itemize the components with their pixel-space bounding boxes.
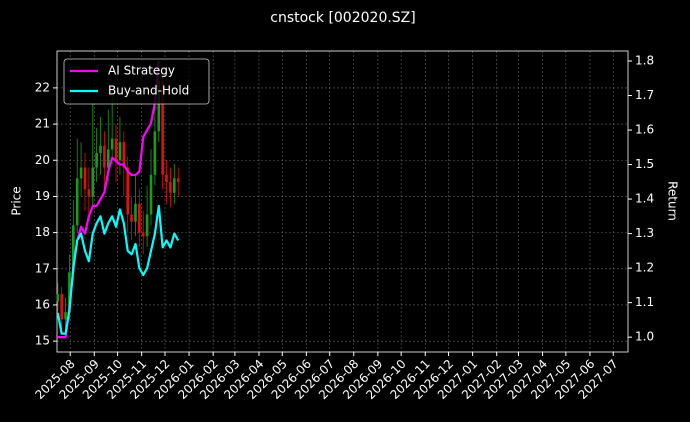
candle-body	[157, 80, 161, 132]
candle-body	[56, 294, 60, 302]
candle-body	[173, 178, 176, 193]
candle-body	[165, 174, 168, 182]
candle-body	[95, 153, 98, 168]
y2-tick-label: 1.4	[635, 192, 654, 206]
y2-axis-label: Return	[666, 181, 680, 221]
return-line	[56, 204, 180, 335]
candle-body	[106, 149, 110, 168]
candle-body	[176, 178, 180, 182]
candle-body	[60, 294, 63, 320]
candle-body	[103, 145, 106, 168]
y2-tick-label: 1.5	[635, 157, 654, 171]
candle-body	[134, 203, 137, 222]
candle-body	[87, 189, 91, 197]
candle-body	[68, 272, 71, 313]
plot-frame	[56, 50, 629, 353]
y-axis-label: Price	[10, 186, 24, 215]
candle-body	[169, 181, 172, 193]
candle-body	[91, 167, 95, 197]
y2-tick-label: 1.2	[635, 261, 654, 275]
candle-body	[110, 138, 114, 150]
candle-body	[114, 138, 118, 161]
y2-tick-label: 1.1	[635, 295, 654, 309]
y-tick-label: 17	[35, 261, 50, 275]
y2-tick-label: 1.6	[635, 123, 654, 137]
y2-tick-label: 1.3	[635, 226, 654, 240]
y2-tick-label: 1.7	[635, 88, 654, 102]
y-tick-label: 18	[35, 225, 50, 239]
y-tick-label: 20	[35, 153, 50, 167]
y-tick-label: 16	[35, 297, 50, 311]
candle-body	[130, 214, 133, 222]
candle-body	[99, 145, 102, 154]
candle-body	[153, 131, 157, 175]
y-tick-label: 15	[35, 334, 50, 348]
chart-title: cnstock [002020.SZ]	[270, 10, 415, 26]
candle-body	[149, 174, 153, 215]
legend-box	[63, 58, 210, 105]
legend-label: AI Strategy	[108, 64, 175, 78]
candle-body	[72, 225, 75, 273]
y2-tick-label: 1.8	[635, 54, 654, 68]
candle-body	[122, 142, 126, 168]
candle-body	[118, 142, 122, 161]
candle-body	[83, 167, 87, 190]
y-tick-label: 19	[35, 189, 50, 203]
y-tick-label: 22	[35, 80, 50, 94]
candle-body	[145, 214, 149, 237]
candle-body	[141, 232, 145, 237]
candle-body	[79, 167, 83, 179]
candle-body	[138, 203, 141, 233]
candle-body	[126, 167, 129, 215]
candle-body	[64, 312, 67, 320]
legend-label: Buy-and-Hold	[108, 84, 189, 98]
candle-body	[75, 178, 79, 226]
y2-tick-label: 1.0	[635, 330, 654, 344]
candle-body	[161, 80, 164, 175]
y-tick-label: 21	[35, 117, 50, 131]
